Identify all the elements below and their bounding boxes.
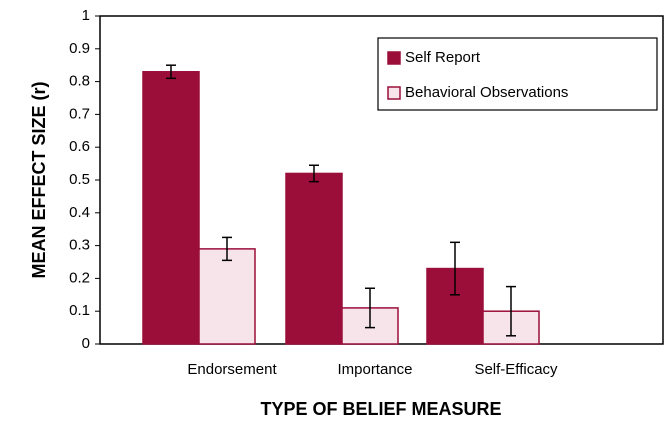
x-tick-label: Endorsement bbox=[187, 361, 277, 378]
x-tick-label: Self-Efficacy bbox=[474, 361, 558, 378]
y-tick-label: 0.5 bbox=[69, 171, 90, 188]
bar bbox=[426, 267, 484, 345]
y-tick-label: 0.1 bbox=[69, 302, 90, 319]
legend-swatch bbox=[387, 86, 401, 100]
y-tick-label: 0.9 bbox=[69, 40, 90, 57]
y-tick-label: 1 bbox=[82, 7, 90, 24]
y-tick-label: 0.6 bbox=[69, 138, 90, 155]
x-tick-label: Importance bbox=[337, 361, 412, 378]
legend-label: Behavioral Observations bbox=[405, 84, 568, 101]
y-axis-label: MEAN EFFECT SIZE (r) bbox=[29, 81, 49, 278]
y-tick-label: 0.8 bbox=[69, 73, 90, 90]
bar bbox=[198, 248, 256, 345]
y-tick-label: 0.7 bbox=[69, 105, 90, 122]
y-tick-label: 0.4 bbox=[69, 204, 90, 221]
legend-swatch bbox=[387, 51, 401, 65]
legend-label: Self Report bbox=[405, 49, 481, 66]
legend-box bbox=[377, 37, 658, 111]
y-tick-label: 0.3 bbox=[69, 237, 90, 254]
x-axis-label: TYPE OF BELIEF MEASURE bbox=[260, 399, 501, 419]
bar bbox=[142, 71, 200, 345]
bar bbox=[285, 172, 343, 345]
y-tick-label: 0.2 bbox=[69, 269, 90, 286]
y-tick-label: 0 bbox=[82, 335, 90, 352]
